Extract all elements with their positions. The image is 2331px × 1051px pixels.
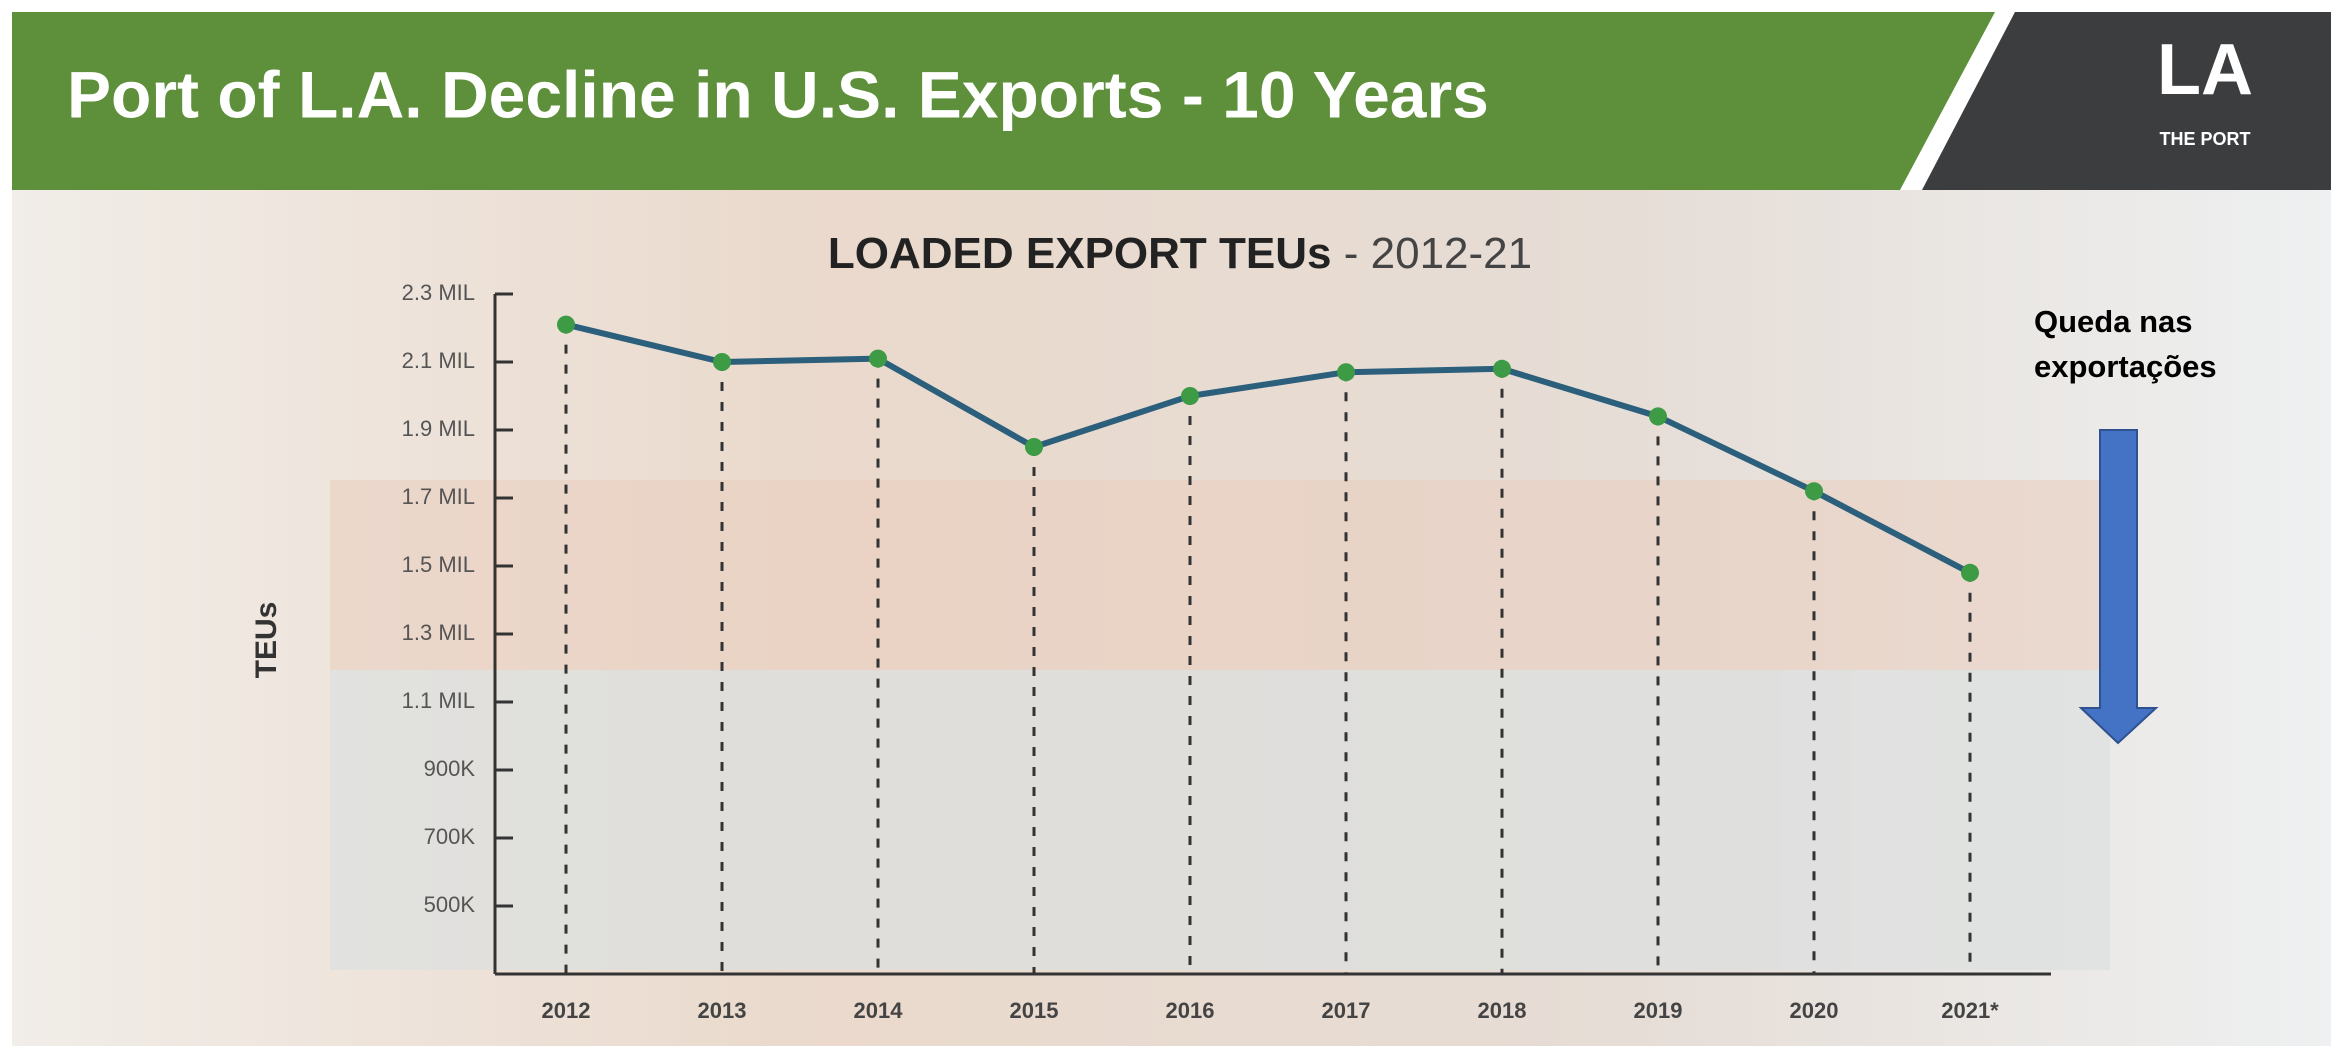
- header-bar: [12, 12, 2012, 190]
- point: [1493, 359, 1511, 378]
- chart-subtitle: - 2012-21: [1344, 229, 1532, 278]
- point: [869, 349, 887, 368]
- point: [557, 315, 575, 334]
- y-tick-label: 1.3 MIL: [402, 620, 475, 645]
- y-tick-label: 1.9 MIL: [402, 416, 475, 441]
- chart-title: LOADED EXPORT TEUs: [828, 229, 1332, 278]
- y-tick-label: 700K: [424, 824, 476, 849]
- point: [1337, 363, 1355, 382]
- y-tick-label: 1.1 MIL: [402, 688, 475, 713]
- x-tick-label: 2020: [1790, 998, 1839, 1023]
- y-axis-label: TEUs: [250, 602, 283, 679]
- photo-band: [330, 670, 2110, 970]
- annotation: Queda nas exportações: [2034, 304, 2217, 384]
- point: [1805, 482, 1823, 501]
- x-tick-label: 2021*: [1941, 998, 1999, 1023]
- x-tick-label: 2018: [1478, 998, 1527, 1023]
- down-arrow: [2078, 429, 2159, 745]
- y-tick-label: 900K: [424, 756, 476, 781]
- x-tick-label: 2016: [1166, 998, 1215, 1023]
- annotation-group: Queda nas exportações: [2034, 304, 2217, 745]
- plot: 500K 700K 900K 1.1 MIL 1.3 MIL 1.5 MIL 1.7 MIL…: [402, 280, 2051, 1023]
- annotation-line: exportações: [2034, 349, 2217, 384]
- series-line: [565, 321, 1972, 576]
- y-tick-label: 500K: [424, 892, 476, 917]
- chart-heading: LOADED EXPORT TEUs - 2012-21: [828, 229, 1532, 278]
- logo-panel: [1922, 12, 2331, 190]
- x-tick-label: 2012: [542, 998, 591, 1023]
- y-tick-label: 2.3 MIL: [402, 280, 475, 305]
- point: [1649, 407, 1667, 426]
- logo-mark: LA: [2157, 30, 2253, 110]
- y-tick-label: 1.5 MIL: [402, 552, 475, 577]
- x-tick-label: 2015: [1010, 998, 1059, 1023]
- x-tick-label: 2017: [1322, 998, 1371, 1023]
- logo-caption: THE PORT: [2159, 129, 2250, 149]
- annotation-line: Queda nas: [2034, 304, 2193, 339]
- x-tick-label: 2014: [854, 998, 904, 1023]
- point: [1181, 387, 1199, 405]
- point: [1961, 563, 1979, 582]
- point: [713, 353, 731, 371]
- y-tick-label: 2.1 MIL: [402, 348, 475, 373]
- slide-title: Port of L.A. Decline in U.S. Exports - 1…: [67, 57, 1489, 131]
- y-tick-label: 1.7 MIL: [402, 484, 475, 509]
- x-tick-label: 2013: [698, 998, 747, 1023]
- x-tick-label: 2019: [1634, 998, 1683, 1023]
- point: [1025, 438, 1043, 456]
